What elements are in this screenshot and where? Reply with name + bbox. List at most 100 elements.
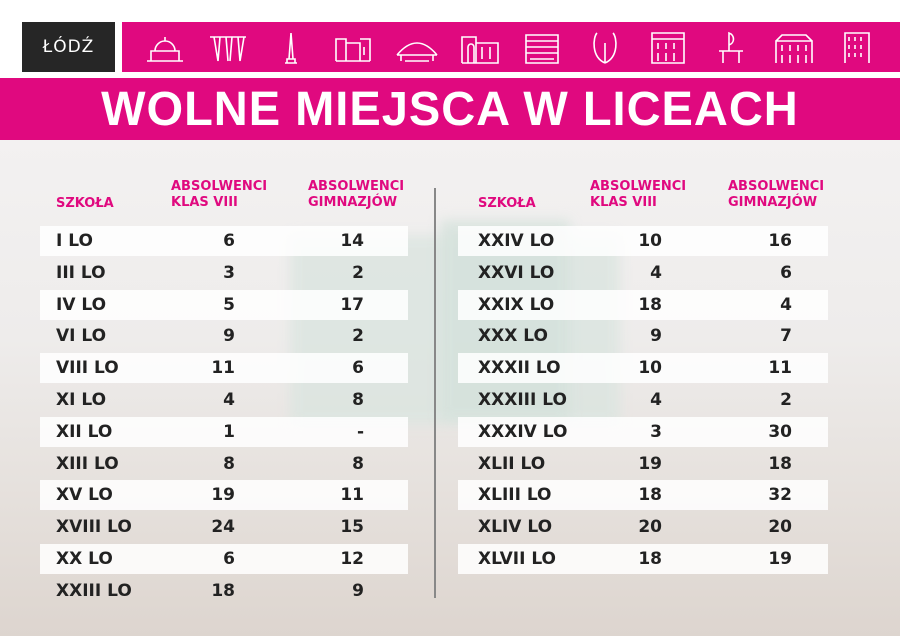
klas-viii-value: 19 bbox=[638, 453, 662, 474]
table-row: XXIII LO 18 9 bbox=[40, 576, 408, 606]
table-row: I LO 6 14 bbox=[40, 226, 408, 256]
klas-viii-value: 4 bbox=[223, 390, 235, 410]
gimnazjow-value: 11 bbox=[768, 358, 792, 379]
school-name: XI LO bbox=[56, 390, 107, 410]
table-row: XXIV LO 10 16 bbox=[458, 226, 828, 256]
tree-arches-icon bbox=[210, 36, 247, 62]
table-row: XV LO 19 11 bbox=[40, 480, 408, 511]
school-name: XXXII LO bbox=[478, 358, 561, 379]
school-name: XII LO bbox=[56, 421, 113, 442]
header-line: ABSOLWENCI bbox=[308, 179, 405, 194]
school-name: I LO bbox=[56, 231, 93, 251]
gimnazjow-value: - bbox=[356, 421, 364, 442]
monument-icon bbox=[285, 32, 298, 64]
left-header-school: SZKOŁA bbox=[56, 196, 114, 211]
table-row: XXX LO 9 7 bbox=[458, 321, 828, 351]
gimnazjow-value: 20 bbox=[768, 517, 792, 538]
klas-viii-value: 18 bbox=[211, 580, 235, 601]
school-name: XIII LO bbox=[56, 453, 119, 474]
klas-viii-value: 6 bbox=[223, 231, 235, 251]
landmark-icon-bar bbox=[122, 22, 900, 72]
klas-viii-value: 6 bbox=[223, 549, 235, 569]
school-name: VI LO bbox=[56, 326, 107, 347]
school-name: XLVII LO bbox=[478, 549, 557, 569]
klas-viii-value: 11 bbox=[211, 358, 235, 379]
school-name: VIII LO bbox=[56, 358, 119, 379]
klas-viii-value: 4 bbox=[650, 390, 662, 410]
gimnazjow-value: 32 bbox=[768, 485, 792, 506]
school-name: XXVI LO bbox=[478, 262, 555, 283]
gimnazjow-value: 7 bbox=[780, 326, 792, 347]
klas-viii-value: 9 bbox=[223, 326, 235, 347]
school-name: XVIII LO bbox=[56, 517, 132, 538]
table-row: XXXIV LO 3 30 bbox=[458, 416, 828, 447]
gimnazjow-value: 6 bbox=[352, 358, 364, 379]
klas-viii-value: 3 bbox=[223, 262, 235, 283]
header-line: ABSOLWENCI bbox=[728, 179, 825, 194]
klas-viii-value: 8 bbox=[223, 453, 235, 474]
header-line: ABSOLWENCI bbox=[171, 179, 268, 194]
klas-viii-value: 19 bbox=[211, 485, 235, 506]
school-name: XV LO bbox=[56, 485, 113, 506]
gimnazjow-value: 12 bbox=[340, 549, 364, 569]
gimnazjow-value: 2 bbox=[352, 262, 364, 283]
palm-house-icon bbox=[147, 37, 184, 62]
table-row: XXXIII LO 4 2 bbox=[458, 385, 828, 415]
table-row: IV LO 5 17 bbox=[40, 289, 408, 320]
gimnazjow-value: 18 bbox=[768, 453, 792, 474]
left-header-klas-viii: ABSOLWENCI KLAS VIII bbox=[171, 179, 267, 211]
header-line: GIMNAZJÓW bbox=[728, 195, 818, 210]
header-line: KLAS VIII bbox=[590, 195, 657, 210]
right-header-klas-viii: ABSOLWENCI KLAS VIII bbox=[590, 179, 686, 211]
klas-viii-value: 5 bbox=[223, 294, 235, 315]
klas-viii-value: 20 bbox=[638, 517, 662, 538]
table-row: XXXII LO 10 11 bbox=[458, 353, 828, 384]
table-row: XLIII LO 18 32 bbox=[458, 480, 828, 511]
klas-viii-value: 3 bbox=[650, 421, 662, 442]
school-name: XLIII LO bbox=[478, 485, 552, 506]
leaf-sculpture-icon bbox=[593, 32, 617, 64]
school-name: XLIV LO bbox=[478, 517, 553, 538]
tenement-icon bbox=[774, 34, 813, 63]
table-row: VI LO 9 2 bbox=[40, 321, 408, 351]
klas-viii-value: 1 bbox=[223, 421, 235, 442]
column-divider bbox=[434, 188, 436, 598]
school-name: XXXIV LO bbox=[478, 421, 568, 442]
gimnazjow-value: 2 bbox=[780, 390, 792, 410]
table-row: XXIX LO 18 4 bbox=[458, 289, 828, 320]
school-name: XLII LO bbox=[478, 453, 546, 474]
gimnazjow-value: 19 bbox=[768, 549, 792, 569]
table-row: XLII LO 19 18 bbox=[458, 449, 828, 479]
school-name: XXIII LO bbox=[56, 580, 132, 601]
header-line: GIMNAZJÓW bbox=[308, 195, 398, 210]
klas-viii-value: 9 bbox=[650, 326, 662, 347]
table-row: XIII LO 8 8 bbox=[40, 449, 408, 479]
left-header-gimnazjow: ABSOLWENCI GIMNAZJÓW bbox=[308, 179, 404, 211]
school-name: IV LO bbox=[56, 294, 107, 315]
gimnazjow-value: 14 bbox=[340, 231, 364, 251]
table-row: XLIV LO 20 20 bbox=[458, 512, 828, 542]
gimnazjow-value: 4 bbox=[780, 294, 792, 315]
klas-viii-value: 10 bbox=[638, 358, 662, 379]
table-row: XVIII LO 24 15 bbox=[40, 512, 408, 542]
klas-viii-value: 18 bbox=[638, 294, 662, 315]
logo-text: ŁÓDŹ bbox=[42, 37, 95, 57]
header-line: KLAS VIII bbox=[171, 195, 238, 210]
gimnazjow-value: 11 bbox=[340, 485, 364, 506]
right-header-school: SZKOŁA bbox=[478, 196, 536, 211]
gimnazjow-value: 6 bbox=[780, 262, 792, 283]
school-name: XXXIII LO bbox=[478, 390, 567, 410]
klas-viii-value: 4 bbox=[650, 262, 662, 283]
table-row: XX LO 6 12 bbox=[40, 544, 408, 574]
gimnazjow-value: 8 bbox=[352, 390, 364, 410]
gimnazjow-value: 8 bbox=[352, 453, 364, 474]
gate-building-icon bbox=[460, 36, 499, 64]
modern-building-icon bbox=[525, 34, 560, 64]
table-row: III LO 3 2 bbox=[40, 258, 408, 288]
palace-icon bbox=[651, 32, 685, 64]
page-title: WOLNE MIEJSCA W LICEACH bbox=[101, 82, 799, 136]
gimnazjow-value: 9 bbox=[352, 580, 364, 601]
klas-viii-value: 18 bbox=[638, 549, 662, 569]
gimnazjow-value: 30 bbox=[768, 421, 792, 442]
table-row: VIII LO 11 6 bbox=[40, 353, 408, 384]
